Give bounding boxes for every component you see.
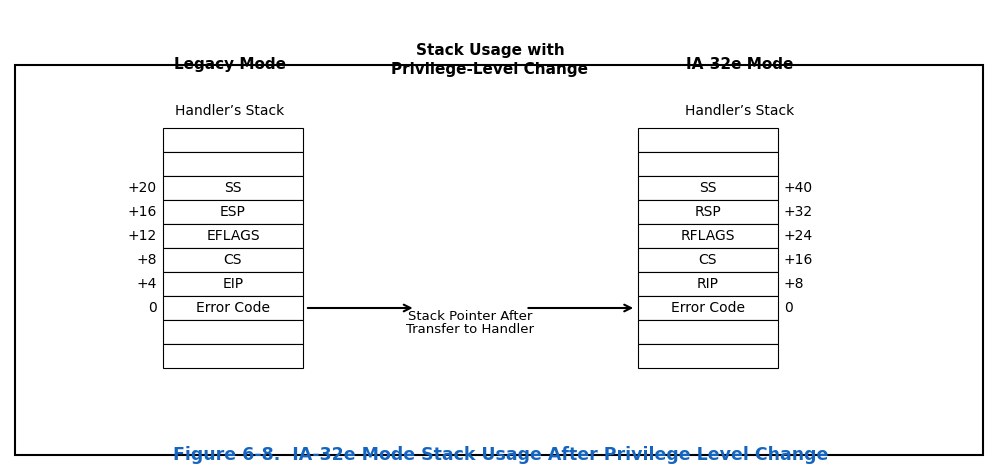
Text: Transfer to Handler: Transfer to Handler — [406, 323, 534, 336]
Text: +4: +4 — [136, 277, 157, 291]
Bar — [637, 176, 778, 200]
Text: SS: SS — [224, 181, 241, 195]
Text: Error Code: Error Code — [195, 301, 270, 315]
Bar — [637, 152, 778, 176]
Text: 0: 0 — [784, 301, 792, 315]
Bar — [637, 248, 778, 272]
Text: +24: +24 — [784, 229, 813, 243]
Text: Handler’s Stack: Handler’s Stack — [684, 104, 794, 118]
Text: SS: SS — [698, 181, 716, 195]
Text: RSP: RSP — [694, 205, 720, 219]
Bar — [163, 224, 303, 248]
Bar — [163, 320, 303, 344]
Text: +40: +40 — [784, 181, 813, 195]
Bar — [637, 320, 778, 344]
Bar — [637, 200, 778, 224]
Text: +12: +12 — [127, 229, 157, 243]
Bar — [163, 176, 303, 200]
Text: Handler’s Stack: Handler’s Stack — [175, 104, 285, 118]
Bar — [163, 248, 303, 272]
Bar — [163, 272, 303, 296]
Text: RIP: RIP — [696, 277, 718, 291]
Text: 0: 0 — [148, 301, 157, 315]
Text: EIP: EIP — [222, 277, 243, 291]
Bar — [637, 296, 778, 320]
Text: Stack Usage with
Privilege-Level Change: Stack Usage with Privilege-Level Change — [391, 43, 588, 78]
Text: CS: CS — [223, 253, 242, 267]
Bar — [637, 128, 778, 152]
Text: +16: +16 — [784, 253, 813, 267]
Text: IA-32e Mode: IA-32e Mode — [685, 58, 793, 72]
Text: CS: CS — [698, 253, 716, 267]
Text: +32: +32 — [784, 205, 813, 219]
Text: Error Code: Error Code — [670, 301, 744, 315]
Bar — [163, 152, 303, 176]
Bar — [637, 224, 778, 248]
Text: ESP: ESP — [219, 205, 245, 219]
Text: Figure 6-8.  IA-32e Mode Stack Usage After Privilege Level Change: Figure 6-8. IA-32e Mode Stack Usage Afte… — [173, 446, 828, 464]
Text: EFLAGS: EFLAGS — [206, 229, 260, 243]
Bar — [163, 296, 303, 320]
Bar — [15, 65, 982, 455]
Text: Stack Pointer After: Stack Pointer After — [408, 310, 532, 323]
Bar — [637, 344, 778, 368]
Text: +16: +16 — [127, 205, 157, 219]
Text: +20: +20 — [127, 181, 157, 195]
Text: Legacy Mode: Legacy Mode — [173, 58, 286, 72]
Bar — [163, 344, 303, 368]
Text: +8: +8 — [136, 253, 157, 267]
Bar — [163, 200, 303, 224]
Text: +8: +8 — [784, 277, 804, 291]
Bar — [163, 128, 303, 152]
Bar — [637, 272, 778, 296]
Text: RFLAGS: RFLAGS — [680, 229, 734, 243]
